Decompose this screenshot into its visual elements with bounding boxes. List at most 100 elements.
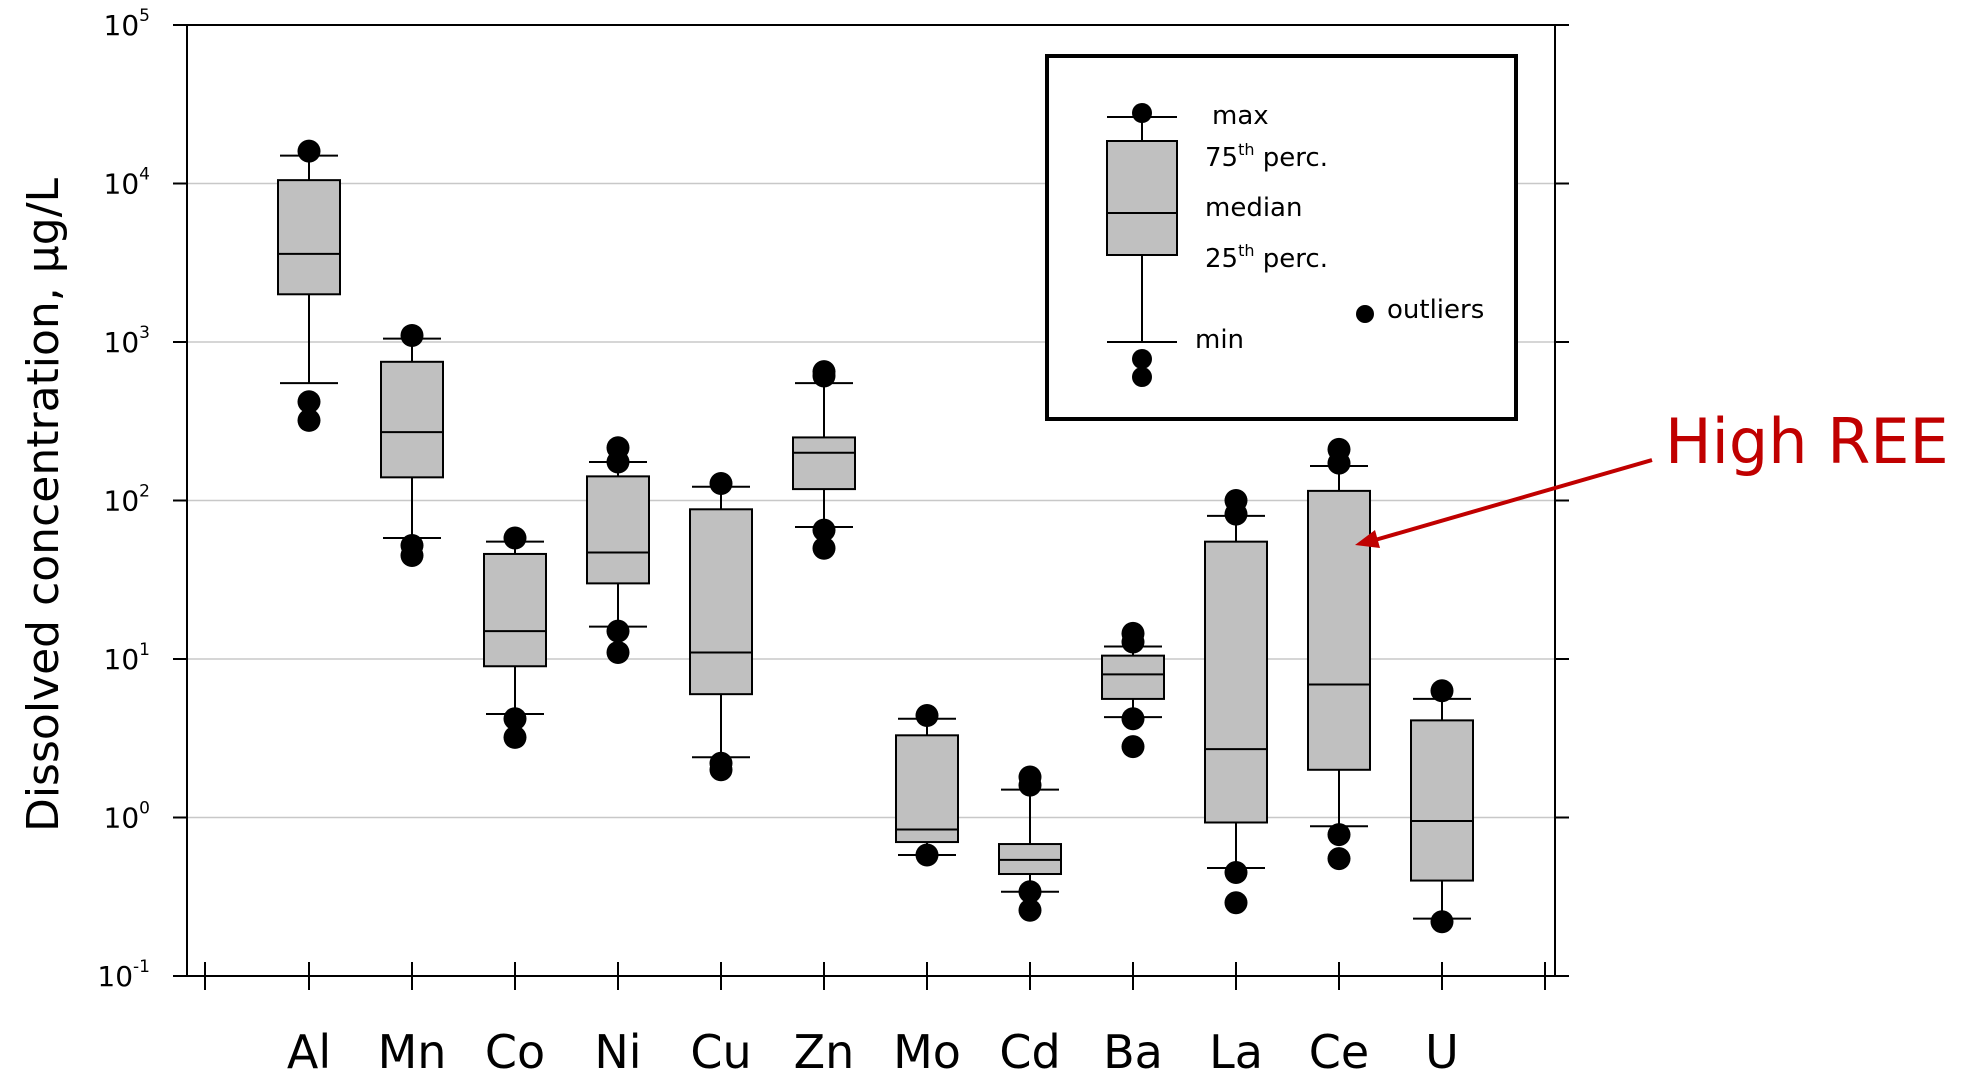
x-tick-label: Ce	[1309, 1025, 1369, 1069]
box-ni	[586, 436, 650, 664]
x-tick-label: Cd	[999, 1025, 1060, 1069]
x-tick-label: Al	[287, 1025, 331, 1069]
outlier-point	[297, 390, 321, 414]
box-cu	[689, 472, 753, 782]
iqr-box	[483, 552, 547, 668]
outlier-point	[1121, 735, 1145, 759]
iqr-box	[1204, 540, 1268, 824]
x-tick-label: La	[1209, 1025, 1263, 1069]
y-tick-base: 10	[97, 960, 133, 993]
legend-p25-sup: th	[1238, 241, 1254, 260]
y-tick-label: 101	[104, 640, 150, 676]
annotation: High REE	[1355, 405, 1949, 548]
outlier-point	[1018, 898, 1042, 922]
legend-median-label: median	[1205, 193, 1302, 223]
x-tick-label: Cu	[690, 1025, 751, 1069]
x-tick-label: Mo	[893, 1025, 961, 1069]
x-tick-label: Ba	[1103, 1025, 1163, 1069]
box-ba	[1101, 621, 1165, 759]
outlier-point	[1224, 860, 1248, 884]
legend-p25-label: 25th perc.	[1205, 241, 1328, 274]
y-tick-label: 100	[104, 799, 150, 835]
annotation-arrow-head	[1355, 530, 1380, 548]
iqr-box	[1101, 654, 1165, 700]
box-mn	[380, 323, 444, 567]
legend-p75-label: 75th perc.	[1205, 140, 1328, 173]
y-tick-base: 10	[104, 326, 140, 359]
y-tick-base: 10	[104, 9, 140, 42]
outlier-point	[812, 518, 836, 542]
x-axis-ticks: Al Mn Co Ni Cu Zn Mo Cd Ba La Ce U	[204, 962, 1546, 1069]
legend-outlier-marker	[1132, 103, 1152, 123]
y-tick-exponent: 2	[139, 482, 150, 502]
y-tick-exponent: 3	[139, 323, 150, 343]
y-tick-base: 10	[104, 802, 140, 835]
box-la	[1204, 489, 1268, 915]
outlier-point	[503, 526, 527, 550]
outlier-point	[503, 725, 527, 749]
annotation-arrow-line	[1374, 458, 1653, 542]
iqr-box	[689, 508, 753, 696]
iqr-box	[586, 475, 650, 585]
outlier-point	[812, 536, 836, 560]
legend-outlier-marker	[1132, 367, 1152, 387]
iqr-box	[895, 734, 959, 844]
iqr-box	[792, 436, 856, 491]
outlier-point	[1327, 451, 1351, 475]
outlier-point	[1327, 847, 1351, 871]
x-tick-label: Ni	[594, 1025, 641, 1069]
y-tick-exponent: -1	[133, 957, 150, 977]
box-zn	[792, 360, 856, 560]
y-tick-exponent: 1	[139, 640, 150, 660]
legend-max-label: max	[1212, 101, 1269, 131]
y-tick-exponent: 0	[139, 799, 150, 819]
annotation-label: High REE	[1665, 405, 1949, 478]
outlier-point	[1327, 823, 1351, 847]
legend: max 75th perc. median 25th perc. outlier…	[1045, 54, 1518, 421]
y-tick-label: 103	[104, 323, 150, 359]
box-co	[483, 526, 547, 749]
legend-outlier-marker	[1356, 305, 1374, 323]
legend-p25-number: 25	[1205, 244, 1238, 274]
legend-p75-sup: th	[1238, 140, 1254, 159]
x-tick-label: U	[1425, 1025, 1459, 1069]
outlier-point	[400, 323, 424, 347]
box-u	[1410, 679, 1474, 934]
iqr-box	[277, 179, 341, 296]
y-tick-label: 102	[104, 482, 150, 518]
outlier-point	[709, 758, 733, 782]
outlier-point	[812, 364, 836, 388]
legend-p25-suffix: perc.	[1255, 244, 1328, 274]
iqr-box	[1410, 719, 1474, 882]
outlier-point	[1018, 773, 1042, 797]
outlier-point	[1018, 880, 1042, 904]
x-tick-label: Mn	[378, 1025, 447, 1069]
outlier-point	[1224, 502, 1248, 526]
box-ce	[1307, 437, 1371, 871]
outlier-point	[1121, 630, 1145, 654]
legend-outlier-marker	[1132, 349, 1152, 369]
iqr-box	[1307, 489, 1371, 771]
outlier-point	[709, 472, 733, 496]
legend-box	[1106, 140, 1178, 256]
outlier-point	[1430, 910, 1454, 934]
box-cd	[998, 765, 1062, 922]
outlier-point	[400, 543, 424, 567]
outlier-point	[1121, 707, 1145, 731]
y-tick-base: 10	[104, 643, 140, 676]
outlier-point	[503, 707, 527, 731]
outlier-point	[297, 408, 321, 432]
y-axis-label: Dissolved concentration, µg/L	[18, 177, 69, 832]
x-tick-label: Zn	[794, 1025, 855, 1069]
outlier-point	[606, 640, 630, 664]
y-tick-label: 104	[104, 165, 150, 201]
y-tick-label: 10-1	[97, 957, 150, 993]
outlier-point	[915, 704, 939, 728]
legend-outliers-label: outliers	[1387, 295, 1484, 325]
boxes	[277, 139, 1474, 934]
iqr-box	[380, 360, 444, 479]
legend-min-label: min	[1195, 325, 1244, 355]
y-tick-exponent: 4	[139, 165, 150, 185]
